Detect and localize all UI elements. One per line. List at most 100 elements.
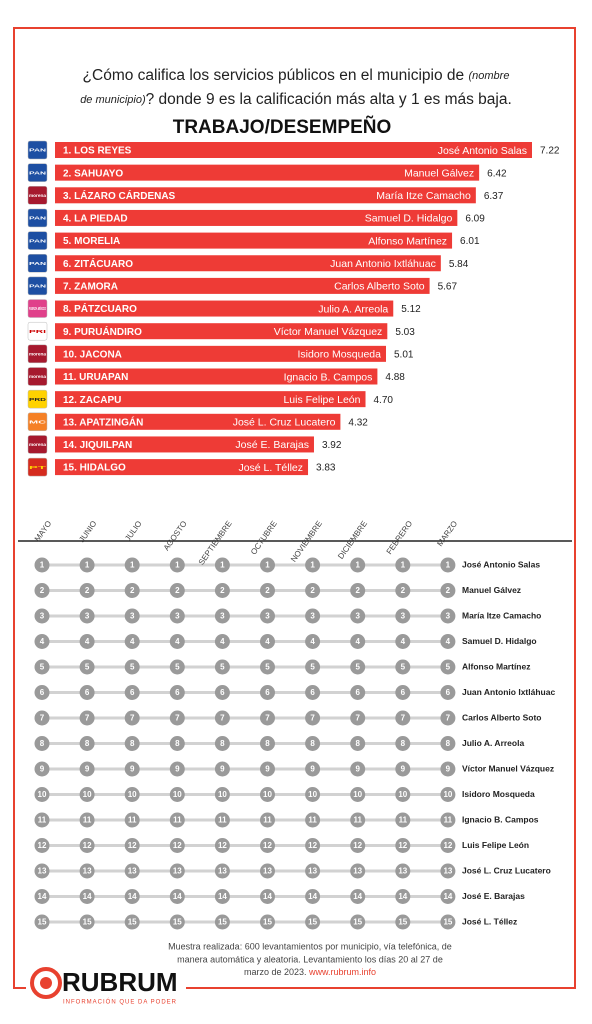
rank-label: 9 (355, 765, 360, 774)
rank-label: 5 (310, 663, 315, 672)
rank-label: 4 (85, 637, 90, 646)
party-label: PT (29, 465, 47, 470)
rank-dot (350, 838, 366, 853)
rank-label: 9 (130, 765, 135, 774)
rank-dot (214, 812, 230, 828)
rank-dot (395, 812, 411, 828)
party-label: MC (29, 419, 48, 424)
bar (55, 142, 532, 158)
bar-mayor: Samuel D. Hidalgo (365, 213, 453, 225)
footer-link[interactable]: www.rubrum.info (308, 967, 376, 977)
rank-dot (34, 863, 50, 879)
rank-dot (124, 761, 140, 777)
name-label: Alfonso Martínez (462, 661, 530, 671)
rank-label: 10 (38, 790, 47, 799)
rank-label: 14 (263, 892, 272, 901)
rank-dot (395, 761, 411, 777)
rank-dot (34, 710, 50, 726)
rank-label: 3 (401, 612, 406, 621)
rank-label: 1 (310, 561, 315, 570)
bar-category: 6. ZITÁCUARO (63, 257, 133, 270)
rank-dot (260, 736, 275, 751)
footer-note: marzo de 2023. (244, 967, 309, 977)
rank-label: 8 (85, 739, 90, 748)
rank-dot (260, 685, 275, 700)
rank-dot (214, 659, 230, 675)
rank-dot (260, 812, 275, 828)
rank-dot (440, 685, 456, 700)
rank-dot (350, 863, 366, 879)
frame (13, 27, 576, 989)
rank-dot (79, 736, 95, 751)
rank-dot (124, 889, 140, 904)
rank-dot (305, 889, 321, 904)
rank-label: 1 (40, 561, 45, 570)
rank-label: 8 (401, 739, 406, 748)
rank-dot (169, 914, 185, 930)
rank-dot (79, 634, 95, 649)
value-label: 5.03 (395, 327, 415, 338)
rank-label: 12 (173, 841, 182, 850)
rank-label: 9 (175, 765, 180, 774)
rank-dot (395, 557, 411, 573)
rank-dot (305, 557, 321, 573)
rank-dot (260, 914, 275, 930)
bar-mayor: Juan Antonio Ixtláhuac (330, 258, 436, 270)
bar-category: 5. MORELIA (63, 236, 120, 247)
rank-dot (260, 889, 275, 904)
bar-mayor: José L. Téllez (238, 462, 303, 474)
rank-dot (395, 608, 411, 624)
rank-dot (305, 634, 321, 649)
rank-label: 4 (40, 637, 45, 646)
value-label: 3.92 (322, 440, 342, 451)
bar-mayor: Ignacio B. Campos (284, 371, 373, 383)
rank-dot (350, 634, 366, 649)
rank-dot (124, 659, 140, 675)
rank-label: 7 (85, 714, 90, 723)
rank-label: 3 (310, 612, 315, 621)
rank-label: 13 (218, 867, 227, 876)
name-label: Víctor Manuel Vázquez (462, 763, 554, 773)
rank-label: 12 (308, 841, 317, 850)
rank-label: 1 (130, 561, 135, 570)
bump-lines (42, 563, 448, 924)
rank-label: 9 (446, 765, 451, 774)
rank-label: 2 (40, 586, 45, 595)
rank-label: 12 (218, 841, 227, 850)
rank-label: 4 (446, 637, 451, 646)
rank-label: 11 (83, 816, 92, 825)
rank-dot (440, 914, 456, 930)
rank-dot (169, 761, 185, 777)
rank-dot (124, 914, 140, 930)
rank-dot (169, 583, 185, 598)
name-label: José L. Cruz Lucatero (462, 865, 551, 875)
rank-dot (305, 812, 321, 828)
rank-label: 8 (40, 739, 45, 748)
party-icon (27, 321, 48, 341)
bar-mayor: Isidoro Mosqueda (298, 349, 382, 361)
logo-tagline: INFORMACIÓN QUE DA PODER (63, 999, 177, 1006)
value-label: 7.22 (540, 146, 560, 157)
rank-label: 11 (444, 816, 453, 825)
rank-label: 4 (175, 637, 180, 646)
rank-label: 14 (353, 892, 362, 901)
rank-label: 15 (128, 918, 137, 927)
rank-dot (34, 889, 50, 904)
rank-label: 2 (265, 586, 270, 595)
rank-label: 12 (398, 841, 407, 850)
rank-label: 1 (355, 561, 360, 570)
rank-dot (305, 710, 321, 726)
rank-dot (79, 787, 95, 802)
question-note: de municipio) (80, 94, 146, 106)
rank-label: 12 (38, 841, 47, 850)
party-icon (27, 140, 48, 160)
rank-dot (79, 583, 95, 598)
rank-label: 2 (401, 586, 406, 595)
rank-label: 10 (173, 790, 182, 799)
bar (55, 164, 480, 181)
rank-dot (124, 812, 140, 828)
rank-dot (305, 838, 321, 853)
rank-label: 1 (401, 561, 406, 570)
party-label: PAN (29, 148, 46, 153)
